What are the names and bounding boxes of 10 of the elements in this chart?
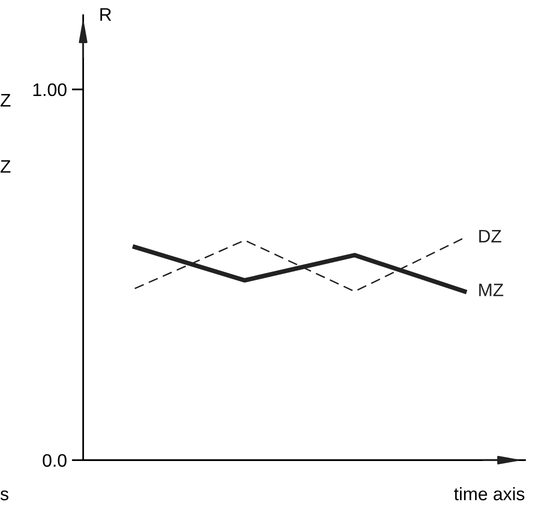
series-label: DZ: [479, 230, 502, 242]
line-series: [134, 237, 466, 292]
text: s: [0, 490, 8, 500]
x-axis-title: time axis: [454, 487, 524, 500]
y-tick-label: 1.00: [33, 83, 66, 96]
text: Z: [0, 94, 10, 106]
y-tick-label: 0.0: [42, 454, 66, 467]
series-label: MZ: [479, 284, 504, 296]
text: Z: [0, 160, 10, 173]
y-axis-title: R: [100, 8, 112, 21]
